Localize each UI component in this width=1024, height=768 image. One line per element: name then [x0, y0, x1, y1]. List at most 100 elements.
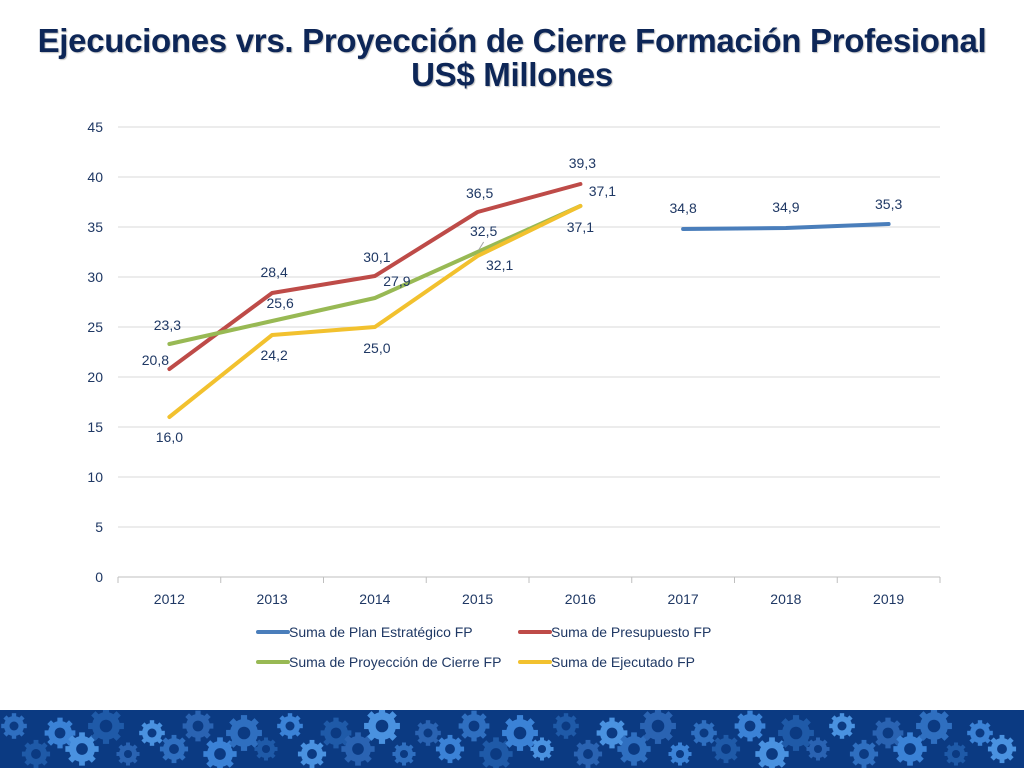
gear-icon [254, 737, 278, 761]
y-tick-label: 10 [87, 469, 103, 485]
y-tick-label: 0 [95, 569, 103, 585]
y-tick-label: 15 [87, 419, 103, 435]
data-labels: 34,8 34,9 35,3 20,8 28,4 30,1 36,5 39,3 23,3 25,6… [142, 155, 903, 445]
gear-icon [755, 737, 789, 768]
gear-icon [1, 713, 27, 739]
data-label: 36,5 [466, 185, 493, 201]
slide-title: Ejecuciones vrs. Proyección de Cierre Fo… [0, 24, 1024, 92]
gear-icon [392, 742, 416, 766]
gear-icon [435, 734, 465, 764]
title-line-2: US$ Millones [411, 56, 613, 93]
gear-icon [479, 737, 513, 768]
data-label: 32,1 [486, 257, 513, 273]
gear-icon [458, 710, 490, 742]
gear-icon [341, 732, 375, 766]
y-tick-label: 30 [87, 269, 103, 285]
data-label: 30,1 [363, 249, 390, 265]
x-tick-label: 2019 [873, 591, 904, 607]
legend-item: Suma de Presupuesto FP [518, 624, 711, 640]
data-label: 27,9 [383, 273, 410, 289]
data-label: 37,1 [567, 219, 594, 235]
x-tick-label: 2012 [154, 591, 185, 607]
legend-label: Suma de Proyección de Cierre FP [289, 654, 501, 670]
gear-icon [944, 742, 968, 766]
gear-icon [226, 715, 262, 751]
x-axis: 2012 2013 2014 2015 2016 2017 2018 2019 [117, 577, 941, 607]
gear-icon [668, 742, 692, 766]
x-tick-label: 2018 [770, 591, 801, 607]
gear-icon [967, 720, 993, 746]
gear-icon [530, 737, 554, 761]
footer-gear-band [0, 710, 1024, 768]
gear-icon [415, 720, 441, 746]
data-label: 25,0 [363, 340, 390, 356]
series-lines [167, 182, 891, 419]
gear-icon [711, 734, 741, 764]
gear-icon [734, 710, 766, 742]
y-tick-label: 25 [87, 319, 103, 335]
gear-icon [182, 710, 214, 742]
gear-icon [88, 710, 124, 744]
gear-icon [297, 739, 327, 768]
data-label: 39,3 [569, 155, 596, 171]
gear-icon [617, 732, 651, 766]
legend-item: Suma de Ejecutado FP [518, 654, 695, 670]
y-axis-ticks: 0 5 10 15 20 25 30 35 40 45 [87, 119, 103, 585]
legend-item: Suma de Proyección de Cierre FP [256, 654, 501, 670]
gear-icon [778, 715, 814, 751]
gear-icon [872, 717, 904, 749]
legend-label: Suma de Plan Estratégico FP [289, 624, 473, 640]
data-label: 35,3 [875, 196, 902, 212]
y-tick-label: 40 [87, 169, 103, 185]
gear-icon [640, 710, 676, 744]
data-label: 34,9 [772, 199, 799, 215]
gear-icon [44, 717, 76, 749]
gear-icon [573, 739, 603, 768]
data-label: 32,5 [470, 223, 497, 239]
series-line-3 [167, 204, 583, 346]
data-label: 28,4 [261, 264, 288, 280]
gear-icon [916, 710, 952, 744]
gear-icon [203, 737, 237, 768]
y-tick-label: 45 [87, 119, 103, 135]
line-chart: 0 5 10 15 20 25 30 35 40 45 2012 2013 2014 2015 2016 2… [87, 119, 941, 670]
legend-label: Suma de Presupuesto FP [551, 624, 711, 640]
x-tick-label: 2016 [565, 591, 596, 607]
data-label: 20,8 [142, 352, 169, 368]
series-line-2 [167, 182, 583, 371]
data-label: 23,3 [154, 317, 181, 333]
legend-item: Suma de Plan Estratégico FP [256, 624, 473, 640]
x-tick-label: 2014 [359, 591, 390, 607]
series-line-1 [681, 222, 891, 231]
gear-icon [553, 713, 579, 739]
gear-icon [21, 739, 51, 768]
gear-icon [139, 720, 165, 746]
gear-icon [277, 713, 303, 739]
gear-icon [320, 717, 352, 749]
y-tick-label: 20 [87, 369, 103, 385]
gear-icon [116, 742, 140, 766]
series-line-4 [167, 204, 583, 419]
gear-icon [159, 734, 189, 764]
title-line-1: Ejecuciones vrs. Proyección de Cierre Fo… [37, 22, 987, 59]
x-tick-label: 2015 [462, 591, 493, 607]
legend-label: Suma de Ejecutado FP [551, 654, 695, 670]
x-tick-label: 2013 [257, 591, 288, 607]
gear-icon [849, 739, 879, 768]
y-tick-label: 5 [95, 519, 103, 535]
data-label: 34,8 [670, 200, 697, 216]
data-label: 16,0 [156, 429, 183, 445]
data-label: 25,6 [267, 295, 294, 311]
gear-icon [829, 713, 855, 739]
y-tick-label: 35 [87, 219, 103, 235]
data-label: 24,2 [261, 347, 288, 363]
gear-icon [364, 710, 400, 744]
gear-icon [691, 720, 717, 746]
gear-icon [502, 715, 538, 751]
gridlines [118, 126, 940, 578]
gear-icon [987, 734, 1017, 764]
gear-icon [806, 737, 830, 761]
legend: Suma de Plan Estratégico FP Suma de Presu… [256, 624, 711, 670]
gear-icon-pattern [1, 710, 1017, 768]
data-label: 37,1 [589, 183, 616, 199]
